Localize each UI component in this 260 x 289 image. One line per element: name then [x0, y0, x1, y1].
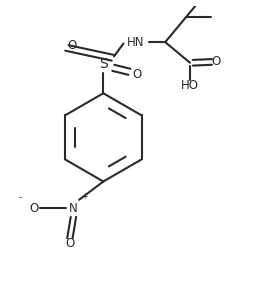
- Text: +: +: [81, 192, 87, 201]
- Text: HO: HO: [181, 79, 199, 92]
- Text: O: O: [132, 68, 141, 81]
- Text: N: N: [69, 202, 78, 215]
- Text: -: -: [18, 193, 22, 202]
- Text: O: O: [67, 38, 76, 51]
- Text: HN: HN: [127, 36, 144, 49]
- Text: O: O: [211, 55, 220, 68]
- Text: O: O: [65, 237, 75, 250]
- Text: O: O: [30, 202, 39, 215]
- Text: S: S: [99, 57, 108, 71]
